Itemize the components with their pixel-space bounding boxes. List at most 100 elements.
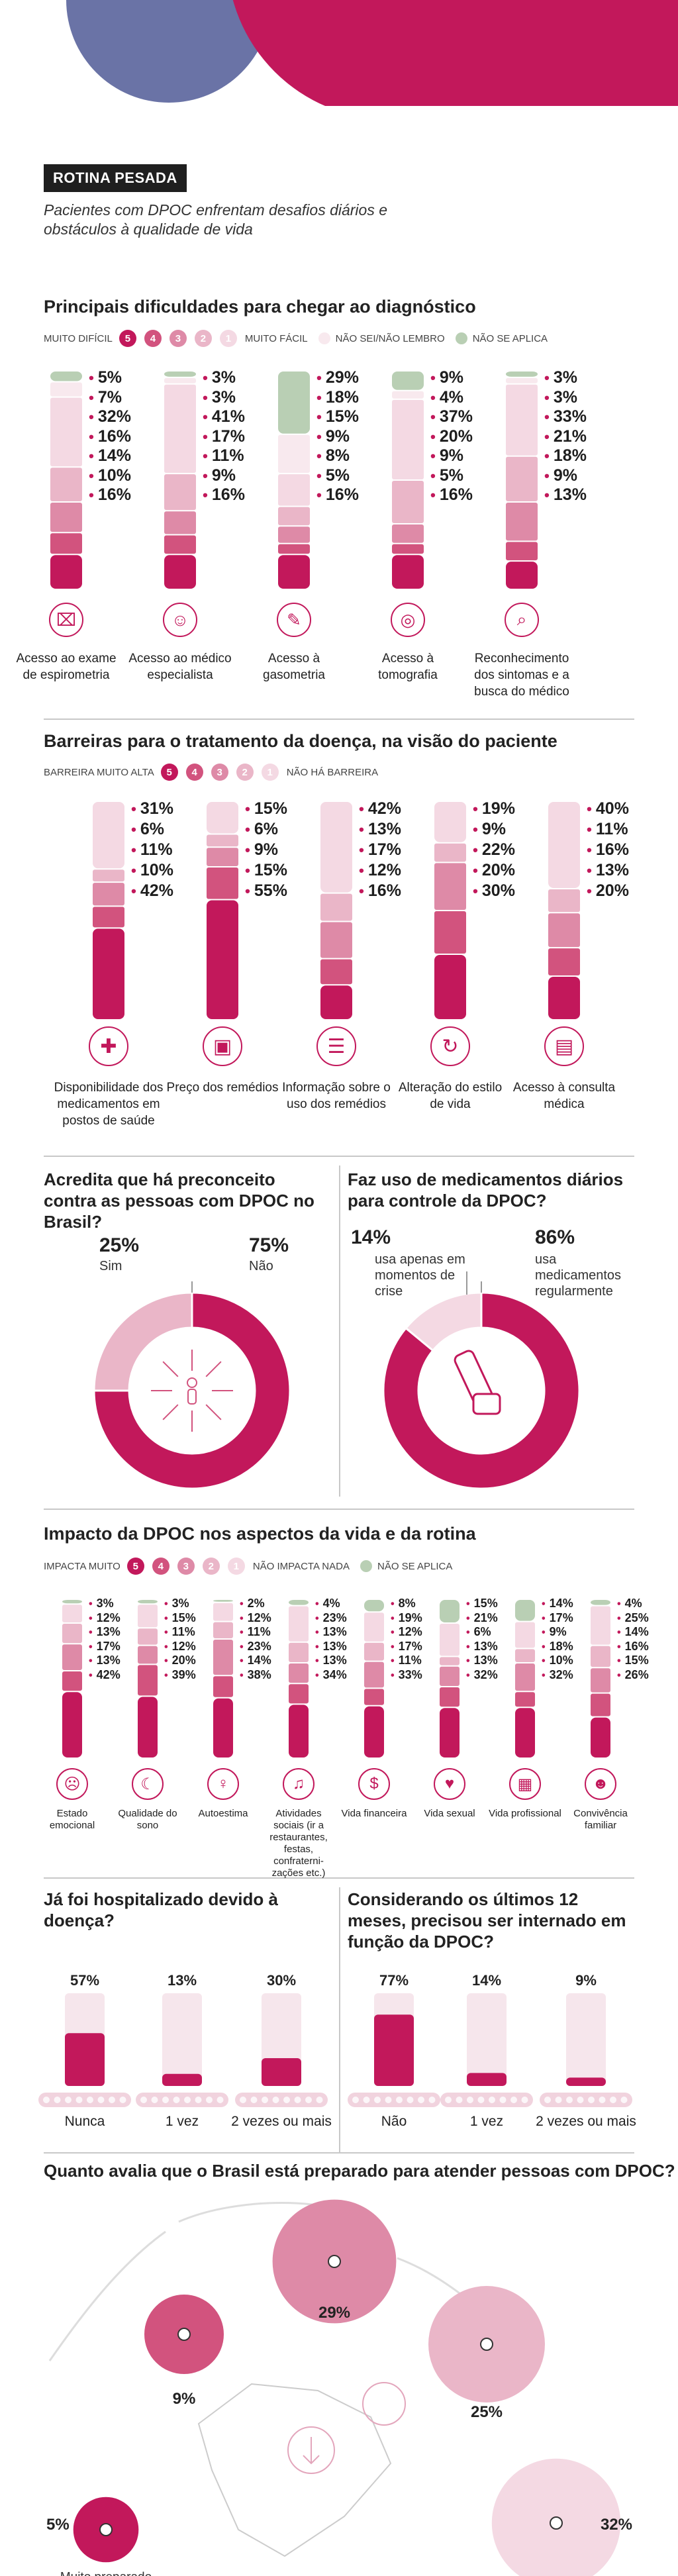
bed-pills-icon (136, 2093, 228, 2107)
divider (44, 718, 634, 720)
bullet: • (466, 1640, 470, 1653)
impacto-legend: IMPACTA MUITO 5 4 3 2 1 NÃO IMPACTA NADA… (44, 1558, 459, 1575)
bar-segment (164, 384, 196, 473)
value-label: • 37% (430, 407, 473, 427)
value-text: 42% (140, 881, 173, 900)
preparo-pct: 32% (601, 2516, 632, 2534)
pill-dot (456, 2097, 463, 2103)
value-label: • 13% (315, 1640, 347, 1654)
bar-segment (278, 372, 310, 434)
preconceito-sim-label: Sim (99, 1259, 122, 1273)
value-label: • 22% (473, 840, 515, 860)
bar-segment (392, 372, 424, 390)
category-label: Disponibilidade dos medicamentos em post… (54, 1081, 164, 1128)
bar-segment (62, 1624, 82, 1644)
bar-fill (162, 2073, 202, 2086)
tomography-icon: ◎ (391, 603, 425, 637)
divider (44, 1509, 634, 1510)
value-text: 32% (97, 407, 131, 426)
bar-segment (207, 867, 238, 899)
pill-dot (140, 2097, 147, 2103)
value-label: • 15% (164, 1611, 196, 1626)
medicamentos-crise-pct: 14% (351, 1226, 391, 1248)
stacked-bar (93, 802, 124, 1019)
stacked-bar (440, 1600, 460, 1758)
value-label: • 38% (240, 1668, 271, 1683)
value-label: • 2% (240, 1597, 271, 1611)
vertical-divider (339, 1165, 340, 1497)
value-label: • 8% (316, 446, 359, 466)
bar-segment (506, 372, 538, 377)
bullet: • (544, 370, 550, 386)
value-text: 17% (96, 1639, 121, 1653)
bullet: • (240, 1626, 244, 1638)
bar-segment (440, 1624, 460, 1656)
magnifier-icon: ⌕ (505, 603, 539, 637)
value-label: • 31% (131, 799, 173, 819)
bullet: • (466, 1655, 470, 1667)
bar-segment (207, 802, 238, 834)
value-label: • 11% (131, 840, 173, 860)
doctor-icon: ☺ (163, 603, 197, 637)
value-text: 39% (171, 1667, 196, 1681)
medicamentos-crise-label: usa apenas em momentos de crise (375, 1252, 465, 1299)
bar-fill (566, 2077, 606, 2086)
bar-value: 14% (471, 1972, 502, 1989)
divider (44, 2152, 634, 2154)
bullet: • (430, 370, 436, 386)
value-text: 9% (325, 426, 350, 446)
value-label: • 3% (203, 368, 245, 388)
value-label: • 13% (315, 1625, 347, 1640)
value-label: • 42% (359, 799, 401, 819)
pill-track (540, 2093, 632, 2107)
value-label: • 16% (89, 427, 131, 447)
value-text: 12% (367, 861, 401, 879)
percentage-list: • 29% • 18% • 15% • 9% • 8% • 5% • 16% (316, 368, 359, 505)
bullet: • (164, 1640, 168, 1653)
bar-segment (138, 1697, 158, 1758)
preparo-pct: 25% (471, 2403, 503, 2421)
bar-segment (278, 434, 310, 473)
value-label: • 23% (315, 1611, 347, 1626)
value-text: 3% (553, 387, 578, 407)
bullet: • (203, 467, 208, 484)
value-text: 16% (325, 485, 359, 504)
value-label: • 16% (316, 485, 359, 505)
legend-swatch-na (360, 1560, 372, 1572)
bar-segment (164, 474, 196, 511)
value-label: • 18% (542, 1640, 573, 1654)
percentage-list: • 42% • 13% • 17% • 12% • 16% (359, 799, 401, 901)
legend-swatch-unknown (318, 332, 330, 344)
bullet: • (587, 821, 592, 838)
value-label: • 11% (164, 1625, 196, 1640)
emotion-icon: ☹ (56, 1768, 88, 1800)
pill-dot (407, 2097, 414, 2103)
value-text: 22% (481, 840, 515, 859)
bar-segment (440, 1600, 460, 1622)
legend-swatch-4: 4 (185, 764, 203, 781)
stacked-bar (392, 372, 424, 589)
bar-segment (364, 1642, 384, 1661)
value-label: • 8% (391, 1597, 422, 1611)
pill-dot (544, 2097, 551, 2103)
percentage-list: • 9% • 4% • 37% • 20% • 9% • 5% • 16% (430, 368, 473, 505)
value-label: • 23% (240, 1640, 271, 1654)
bar-segment (320, 922, 352, 958)
bullet: • (316, 448, 322, 464)
value-text: 14% (549, 1597, 573, 1610)
bullet: • (89, 1626, 93, 1638)
value-text: 34% (322, 1667, 347, 1681)
value-label: • 17% (89, 1640, 121, 1654)
value-label: • 20% (164, 1654, 196, 1668)
value-label: • 3% (544, 368, 587, 388)
pill-track (440, 2093, 533, 2107)
value-text: 3% (96, 1597, 114, 1610)
bar-segment (207, 848, 238, 866)
pill-dot (577, 2097, 584, 2103)
bullet: • (473, 821, 478, 838)
bullet: • (542, 1640, 546, 1653)
bullet: • (542, 1655, 546, 1667)
pill-dot (588, 2097, 595, 2103)
legend-swatch-3: 3 (177, 1558, 195, 1575)
impacto-title: Impacto da DPOC nos aspectos da vida e d… (44, 1524, 476, 1544)
